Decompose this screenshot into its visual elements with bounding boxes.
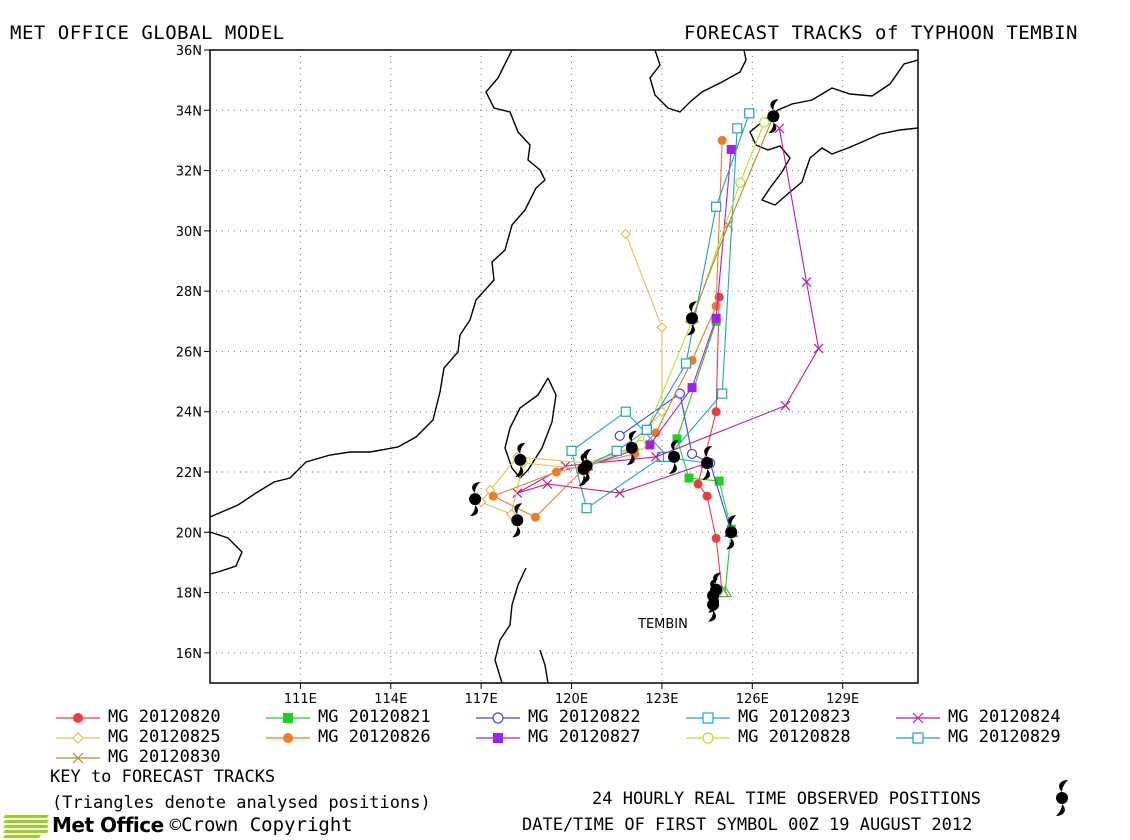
met-office-logo: Met Office ©Crown Copyright	[4, 812, 353, 838]
track-point	[727, 145, 736, 154]
track-point	[712, 202, 721, 211]
key-title: KEY to FORECAST TRACKS	[50, 767, 275, 787]
axis-ticks: 111E 114E 117E 120E 123E 126E 129E 16N 18N 20N 22N…	[176, 44, 859, 707]
track-point	[612, 446, 621, 455]
observed-position-icon	[767, 99, 779, 133]
x-tick-label: 114E	[374, 692, 407, 707]
y-tick-label: 22N	[176, 466, 202, 481]
legend-label: MG 20120830	[108, 747, 221, 767]
key-note: (Triangles denote analysed positions)	[52, 793, 431, 813]
track-point	[712, 314, 721, 323]
track-point	[733, 124, 742, 133]
track-point	[567, 446, 576, 455]
track-point	[642, 425, 651, 434]
track-point	[712, 407, 721, 416]
y-tick-label: 26N	[176, 345, 202, 360]
track-point	[682, 359, 691, 368]
legend-label: MG 20120825	[108, 727, 221, 747]
track-point	[703, 492, 712, 501]
x-tick-label: 120E	[555, 692, 588, 707]
legend-label: MG 20120827	[528, 727, 641, 747]
legend-label: MG 20120821	[318, 707, 431, 727]
plot-frame	[210, 50, 918, 683]
observed-positions	[469, 99, 779, 621]
track-point	[685, 474, 694, 483]
legend-label: MG 20120823	[738, 707, 851, 727]
track-point	[760, 118, 769, 127]
typhoon-symbol-icon	[1056, 780, 1068, 816]
luzon-coastline	[495, 568, 548, 683]
x-tick-label: 126E	[736, 692, 769, 707]
copyright: ©Crown Copyright	[170, 814, 353, 836]
y-tick-label: 20N	[176, 526, 202, 541]
y-tick-label: 28N	[176, 285, 202, 300]
legend-label: MG 20120828	[738, 727, 851, 747]
legend-label: MG 20120829	[948, 727, 1061, 747]
track-point	[712, 534, 721, 543]
observed-position-icon	[701, 446, 713, 480]
legend-marker	[73, 733, 83, 743]
datetime-note: DATE/TIME OF FIRST SYMBOL 00Z 19 AUGUST …	[522, 815, 972, 835]
observed-position-icon	[725, 515, 737, 549]
x-tick-label: 117E	[465, 692, 498, 707]
track-line	[587, 150, 732, 467]
storm-name-label: TEMBIN	[637, 617, 688, 632]
track-point	[645, 440, 654, 449]
legend-label: MG 20120822	[528, 707, 641, 727]
legend-marker	[493, 733, 503, 743]
track-point	[615, 431, 624, 440]
track-point	[489, 492, 498, 501]
legend-marker	[493, 713, 503, 723]
track-point	[694, 480, 703, 489]
china-coastline	[210, 50, 545, 517]
y-tick-label: 36N	[176, 44, 202, 59]
legend-marker	[73, 713, 83, 723]
legend-label: MG 20120820	[108, 707, 221, 727]
legend-marker	[283, 713, 293, 723]
track-point	[736, 178, 745, 187]
track-point	[781, 401, 790, 410]
legend-marker	[913, 733, 923, 743]
track-point	[688, 449, 697, 458]
track-point	[745, 109, 754, 118]
legend-marker	[703, 733, 713, 743]
observed-note: 24 HOURLY REAL TIME OBSERVED POSITIONS	[592, 789, 981, 809]
legend-marker	[703, 713, 713, 723]
observed-position-icon	[469, 482, 481, 516]
track-point	[718, 136, 727, 145]
track-point	[621, 229, 630, 238]
track-line	[587, 122, 765, 466]
legend-marker	[283, 733, 293, 743]
track-point	[531, 513, 540, 522]
y-tick-label: 18N	[176, 587, 202, 602]
x-tick-label: 111E	[284, 692, 317, 707]
track-line	[698, 297, 722, 592]
forecast-tracks	[477, 109, 823, 597]
met-office-logo-mark-icon	[4, 813, 48, 837]
track-point	[552, 468, 561, 477]
y-tick-label: 34N	[176, 104, 202, 119]
map-grid	[210, 50, 918, 683]
track-point	[621, 407, 630, 416]
legend-label: MG 20120824	[948, 707, 1061, 727]
hainan-coastline	[210, 532, 242, 574]
track-point	[718, 389, 727, 398]
track-point	[688, 383, 697, 392]
y-tick-label: 30N	[176, 225, 202, 240]
legend-label: MG 20120826	[318, 727, 431, 747]
x-tick-label: 129E	[826, 692, 859, 707]
track-point	[657, 323, 666, 332]
track-point	[582, 504, 591, 513]
coastlines	[210, 50, 918, 683]
korea-coastline	[650, 50, 746, 112]
y-tick-label: 32N	[176, 165, 202, 180]
track-line	[587, 113, 750, 466]
logo-text: Met Office	[52, 813, 164, 837]
y-tick-label: 24N	[176, 406, 202, 421]
x-tick-label: 123E	[645, 692, 678, 707]
y-tick-label: 16N	[176, 647, 202, 662]
track-point	[712, 302, 721, 311]
